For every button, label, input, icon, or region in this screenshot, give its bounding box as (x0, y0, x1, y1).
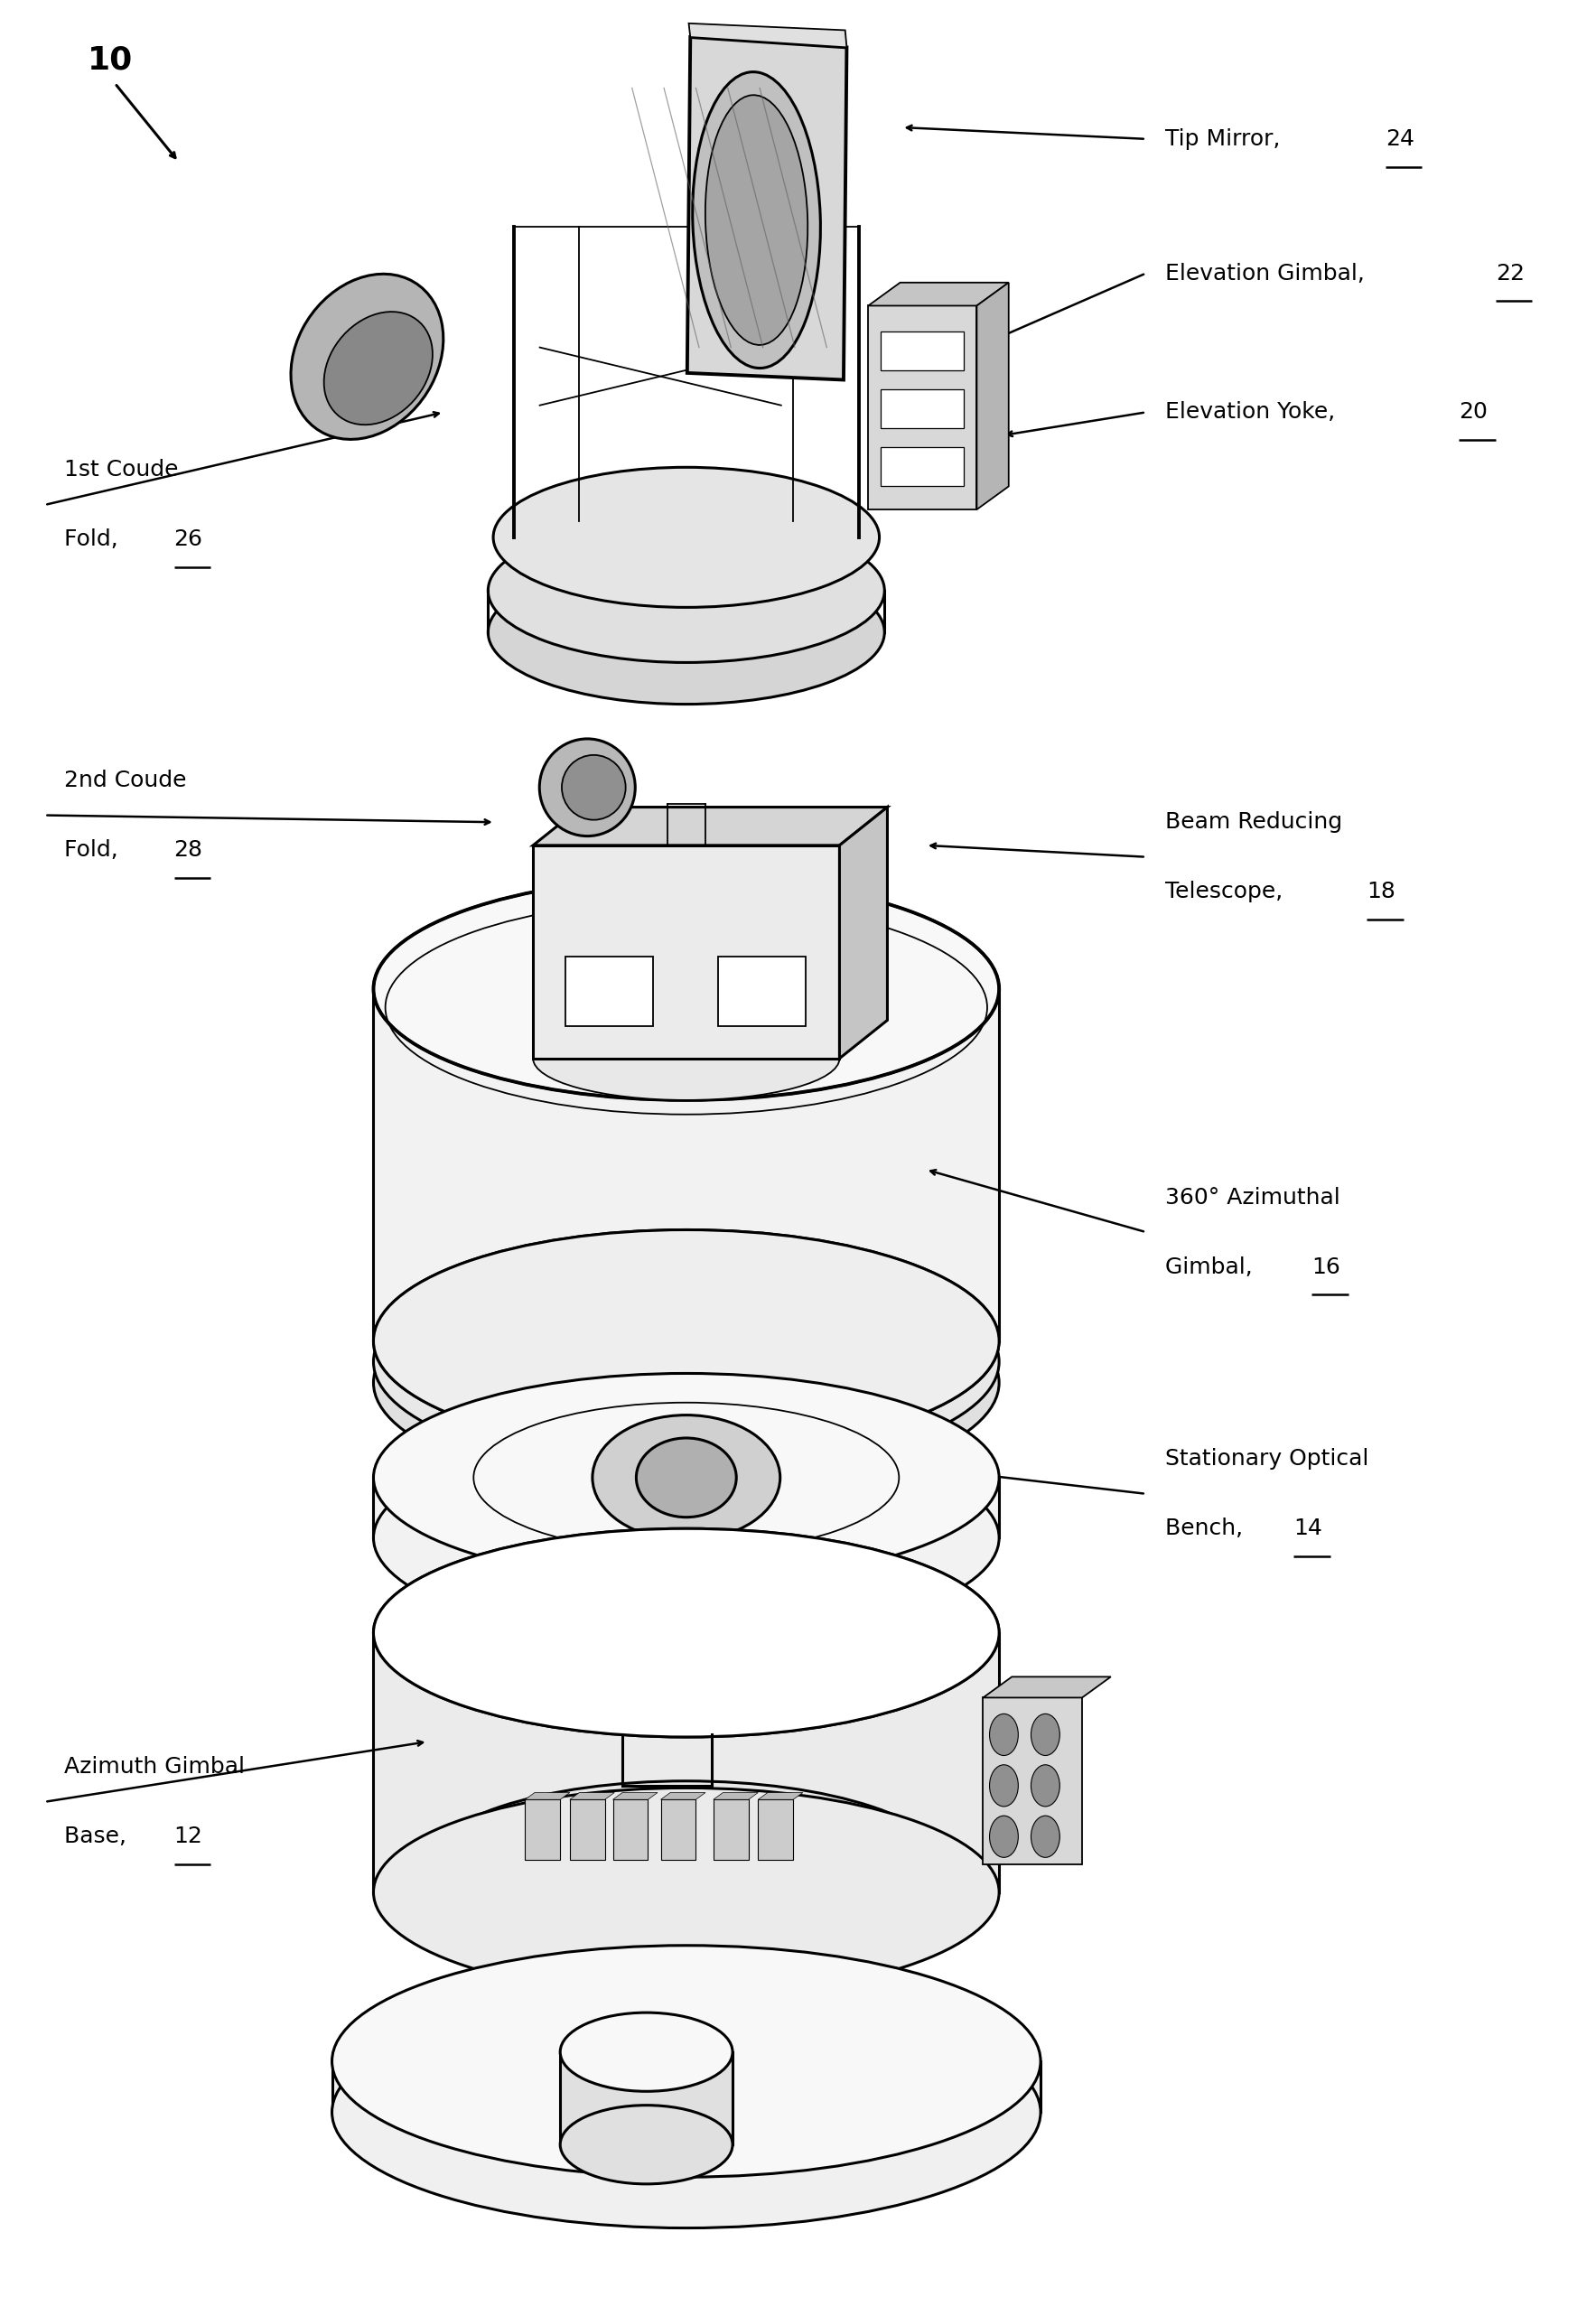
Text: 22: 22 (1495, 262, 1524, 285)
Text: 24: 24 (1385, 127, 1414, 151)
Text: Tip Mirror,: Tip Mirror, (1165, 127, 1288, 151)
Ellipse shape (562, 755, 626, 820)
Polygon shape (525, 1800, 560, 1860)
Ellipse shape (324, 313, 433, 424)
Text: 10: 10 (88, 44, 132, 76)
Text: Fold,: Fold, (64, 838, 124, 862)
Text: Telescope,: Telescope, (1165, 880, 1290, 903)
Circle shape (990, 1816, 1018, 1857)
Circle shape (990, 1714, 1018, 1756)
Text: 2nd Coude: 2nd Coude (64, 769, 187, 792)
Polygon shape (560, 2052, 733, 2145)
Polygon shape (758, 1793, 803, 1800)
Ellipse shape (373, 1230, 999, 1452)
Polygon shape (868, 306, 977, 510)
Ellipse shape (560, 2013, 733, 2091)
Polygon shape (713, 1800, 749, 1860)
Bar (881, 331, 964, 371)
Text: 1st Coude: 1st Coude (64, 459, 179, 482)
Polygon shape (661, 1800, 696, 1860)
Ellipse shape (332, 1945, 1041, 2177)
Text: Gimbal,: Gimbal, (1165, 1255, 1259, 1278)
Ellipse shape (373, 1788, 999, 1996)
Ellipse shape (637, 1438, 736, 1517)
Text: Elevation Yoke,: Elevation Yoke, (1165, 401, 1342, 424)
Polygon shape (661, 1793, 705, 1800)
Text: Base,: Base, (64, 1825, 134, 1848)
Ellipse shape (373, 1271, 999, 1494)
Text: 20: 20 (1459, 401, 1487, 424)
Polygon shape (533, 845, 839, 1058)
Ellipse shape (488, 519, 884, 662)
Ellipse shape (592, 1415, 780, 1540)
Bar (881, 447, 964, 486)
Polygon shape (533, 808, 887, 845)
Polygon shape (525, 1793, 570, 1800)
Text: Stationary Optical: Stationary Optical (1165, 1448, 1369, 1471)
Ellipse shape (373, 1529, 999, 1737)
Bar (718, 957, 806, 1026)
Ellipse shape (533, 1017, 839, 1100)
Polygon shape (689, 23, 847, 46)
Text: 12: 12 (174, 1825, 203, 1848)
Polygon shape (613, 1793, 658, 1800)
Ellipse shape (373, 1434, 999, 1642)
Ellipse shape (373, 878, 999, 1100)
Text: 360° Azimuthal: 360° Azimuthal (1165, 1186, 1341, 1209)
Ellipse shape (373, 1251, 999, 1473)
Text: 16: 16 (1312, 1255, 1341, 1278)
Polygon shape (332, 2061, 1041, 2112)
Ellipse shape (373, 1373, 999, 1582)
Ellipse shape (493, 468, 879, 607)
Circle shape (990, 1765, 1018, 1806)
Polygon shape (570, 1800, 605, 1860)
Polygon shape (713, 1793, 758, 1800)
Ellipse shape (488, 560, 884, 704)
Ellipse shape (693, 72, 820, 368)
Polygon shape (570, 1793, 614, 1800)
Ellipse shape (423, 1816, 950, 1992)
Polygon shape (373, 989, 999, 1341)
Polygon shape (688, 37, 847, 380)
Ellipse shape (705, 95, 808, 345)
Circle shape (1031, 1816, 1060, 1857)
Ellipse shape (373, 1529, 999, 1737)
Text: 14: 14 (1293, 1517, 1323, 1540)
Circle shape (1031, 1714, 1060, 1756)
Text: 18: 18 (1366, 880, 1396, 903)
Polygon shape (373, 1478, 999, 1538)
Ellipse shape (290, 273, 444, 440)
Text: 26: 26 (174, 528, 203, 551)
Circle shape (1031, 1765, 1060, 1806)
Polygon shape (758, 1800, 793, 1860)
Ellipse shape (539, 739, 635, 836)
Text: Fold,: Fold, (64, 528, 124, 551)
Polygon shape (977, 283, 1009, 510)
Bar (565, 957, 653, 1026)
Text: Elevation Gimbal,: Elevation Gimbal, (1165, 262, 1373, 285)
Text: Bench,: Bench, (1165, 1517, 1250, 1540)
Ellipse shape (373, 1230, 999, 1452)
Polygon shape (373, 1633, 999, 1892)
Polygon shape (868, 283, 1009, 306)
Polygon shape (983, 1677, 1111, 1698)
Polygon shape (839, 808, 887, 1058)
Ellipse shape (423, 1781, 950, 1957)
Text: 28: 28 (174, 838, 203, 862)
Polygon shape (613, 1800, 648, 1860)
Text: Azimuth Gimbal: Azimuth Gimbal (64, 1756, 244, 1779)
Ellipse shape (677, 931, 721, 963)
Polygon shape (983, 1698, 1082, 1864)
Ellipse shape (560, 2105, 733, 2184)
Bar (881, 389, 964, 428)
Text: Beam Reducing: Beam Reducing (1165, 811, 1342, 834)
Ellipse shape (332, 1996, 1041, 2228)
